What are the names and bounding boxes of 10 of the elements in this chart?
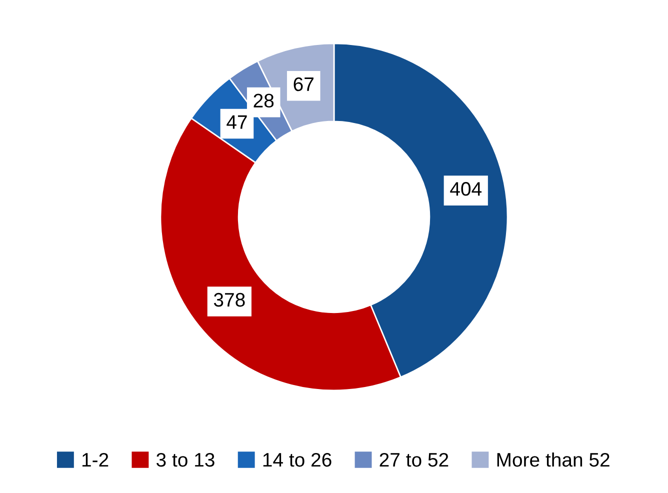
data-label: 404 <box>450 182 482 196</box>
data-label: 28 <box>254 94 274 108</box>
data-label: 47 <box>226 115 247 129</box>
legend-label: 27 to 52 <box>380 452 448 467</box>
legend-label: 1-2 <box>82 452 108 467</box>
data-label: 378 <box>214 292 245 307</box>
legend-label: 14 to 26 <box>263 452 332 467</box>
legend-label: More than 52 <box>497 452 610 467</box>
data-label: 67 <box>294 77 314 92</box>
legend-label: 3 to 13 <box>156 452 214 467</box>
